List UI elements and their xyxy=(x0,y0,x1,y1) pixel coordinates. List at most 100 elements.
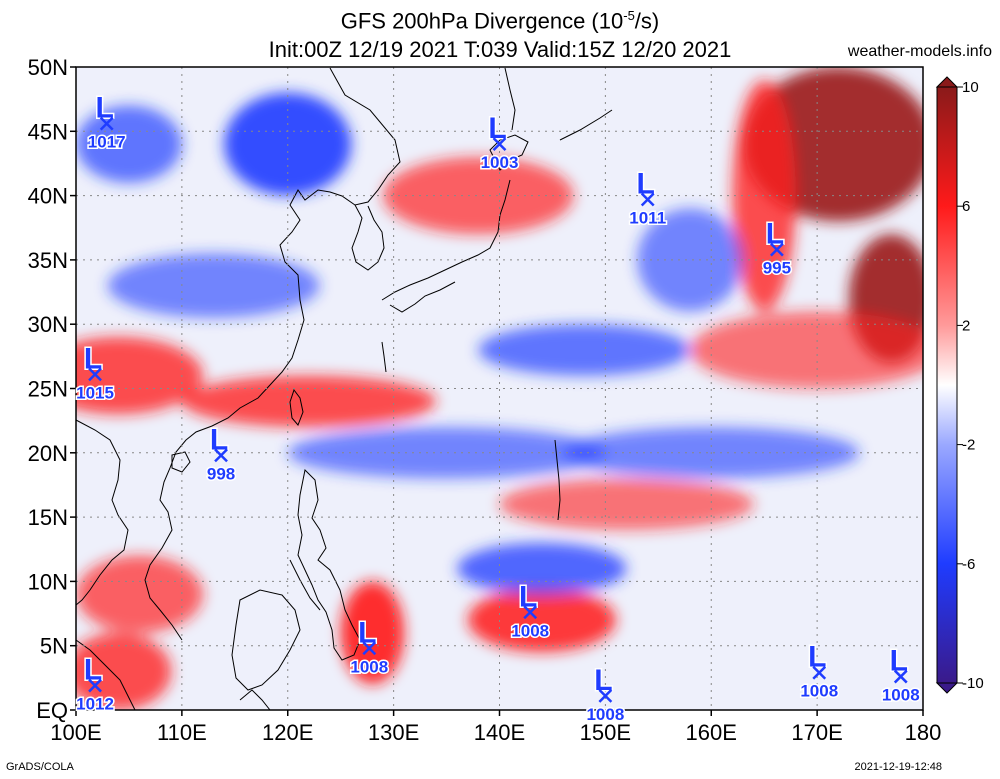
low-cross xyxy=(640,192,655,207)
coastlines xyxy=(76,67,613,710)
colorbar-tick-label: -6 xyxy=(962,556,975,573)
field-blob xyxy=(181,375,436,428)
low-cross xyxy=(812,665,827,680)
low-letter: L xyxy=(210,423,228,456)
lat-tick-label: 40N xyxy=(28,184,68,209)
low-marker: L 1015 xyxy=(75,341,116,404)
colorbar-top-arrow xyxy=(935,76,959,88)
field-blob xyxy=(340,581,405,685)
low-cross xyxy=(523,605,538,620)
lon-tick-label: 150E xyxy=(580,720,631,745)
low-letter: L xyxy=(84,342,102,375)
low-pressure-value: 995 xyxy=(763,259,791,278)
low-marker: L 1008 xyxy=(585,662,626,725)
lat-axis: 50N 45N 40N 35N 30N 25N 20N 15N 10N 5N EQ xyxy=(28,55,76,723)
lat-tick-label: 45N xyxy=(28,119,68,144)
footer-left: GrADS/COLA xyxy=(6,761,74,773)
low-cross xyxy=(88,678,102,693)
low-marker: L 1003 xyxy=(479,111,520,174)
low-cross xyxy=(362,641,377,656)
low-pressure-value: 1011 xyxy=(629,208,666,227)
low-letter: L xyxy=(358,616,376,649)
colorbar-tick-label: -10 xyxy=(962,675,984,692)
low-pressure-markers: L 1017 L 1003 L 1011 L 995 L 1015 L 998 L 1008 L 1008 L 1… xyxy=(75,90,922,725)
chart-subtitle: Init:00Z 12/19 2021 T:039 Valid:15Z 12/2… xyxy=(268,37,732,62)
lat-tick-label: EQ xyxy=(36,698,68,723)
lat-tick-label: 30N xyxy=(28,312,68,337)
low-pressure-value: 1008 xyxy=(511,621,549,640)
low-marker: L 1008 xyxy=(510,579,551,642)
colorbar-tick-label: -2 xyxy=(962,437,975,454)
field-blob xyxy=(499,478,754,530)
low-pressure-value: 1012 xyxy=(76,695,114,714)
field-blob xyxy=(467,587,616,653)
low-letter: L xyxy=(890,645,908,678)
low-pressure-value: 1003 xyxy=(481,153,519,172)
low-letter: L xyxy=(96,92,114,125)
low-letter: L xyxy=(488,112,506,145)
lon-tick-label: 180 xyxy=(905,720,942,745)
low-pressure-value: 1008 xyxy=(800,682,838,701)
lat-tick-label: 15N xyxy=(28,505,68,530)
site-credit: weather-models.info xyxy=(847,43,992,60)
field-blob xyxy=(637,208,744,312)
lon-tick-label: 100E xyxy=(50,720,101,745)
low-cross xyxy=(99,116,114,131)
low-marker: L 995 xyxy=(761,216,792,279)
low-cross xyxy=(492,137,507,152)
field-blob xyxy=(478,324,691,376)
colorbar-bottom-arrow xyxy=(935,682,959,694)
low-marker: L 1008 xyxy=(880,643,921,706)
low-marker: L 998 xyxy=(205,422,236,485)
low-marker: L 1011 xyxy=(628,166,668,229)
low-cross xyxy=(893,669,908,684)
field-blob xyxy=(457,542,627,595)
lat-tick-label: 50N xyxy=(28,55,68,80)
chart-title: GFS 200hPa Divergence (10-5/s) xyxy=(340,8,660,34)
colorbar-tick-label: 2 xyxy=(962,317,970,334)
low-marker: L 1008 xyxy=(349,615,390,678)
footer-right: 2021-12-19-12:48 xyxy=(854,761,942,773)
lat-tick-label: 5N xyxy=(40,634,68,659)
low-letter: L xyxy=(637,167,655,200)
field-blob xyxy=(76,105,182,183)
field-blob xyxy=(383,157,574,235)
low-cross xyxy=(88,367,102,382)
colorbar-tick-label: 6 xyxy=(962,198,970,215)
lon-tick-label: 140E xyxy=(474,720,525,745)
low-letter: L xyxy=(808,641,826,674)
low-letter: L xyxy=(594,664,612,697)
lon-tick-label: 120E xyxy=(262,720,313,745)
lon-tick-label: 110E xyxy=(157,720,207,745)
field-blob xyxy=(107,253,320,318)
low-pressure-value: 1008 xyxy=(350,657,388,676)
low-marker: L 1012 xyxy=(75,652,116,715)
low-pressure-value: 1008 xyxy=(586,705,624,724)
low-pressure-value: 1008 xyxy=(882,686,920,705)
low-marker: L 1008 xyxy=(799,639,840,702)
colorbar: 10 6 2 -2 -6 -10 xyxy=(935,76,984,694)
low-cross xyxy=(598,688,613,703)
low-marker: L 1017 xyxy=(86,90,127,153)
colorbar-tick-label: 10 xyxy=(962,79,979,96)
low-pressure-value: 1017 xyxy=(88,133,126,152)
field-blob xyxy=(76,555,204,633)
lon-axis: 100E 110E 120E 130E 140E 150E 160E 170E 180 xyxy=(50,710,941,745)
low-letter: L xyxy=(766,218,784,251)
lon-tick-label: 130E xyxy=(368,720,419,745)
lat-tick-label: 35N xyxy=(28,248,68,273)
colorbar-gradient xyxy=(936,86,958,684)
field-blob xyxy=(690,311,923,389)
field-blob xyxy=(287,427,606,479)
low-cross xyxy=(214,448,228,463)
low-letter: L xyxy=(519,580,537,613)
lat-tick-label: 20N xyxy=(28,441,68,466)
lat-tick-label: 25N xyxy=(28,377,68,402)
field-blob xyxy=(76,337,204,415)
lon-tick-label: 170E xyxy=(791,720,842,745)
low-cross xyxy=(770,242,784,257)
low-pressure-value: 998 xyxy=(207,464,235,483)
low-letter: L xyxy=(84,654,102,687)
divergence-field xyxy=(76,67,923,710)
